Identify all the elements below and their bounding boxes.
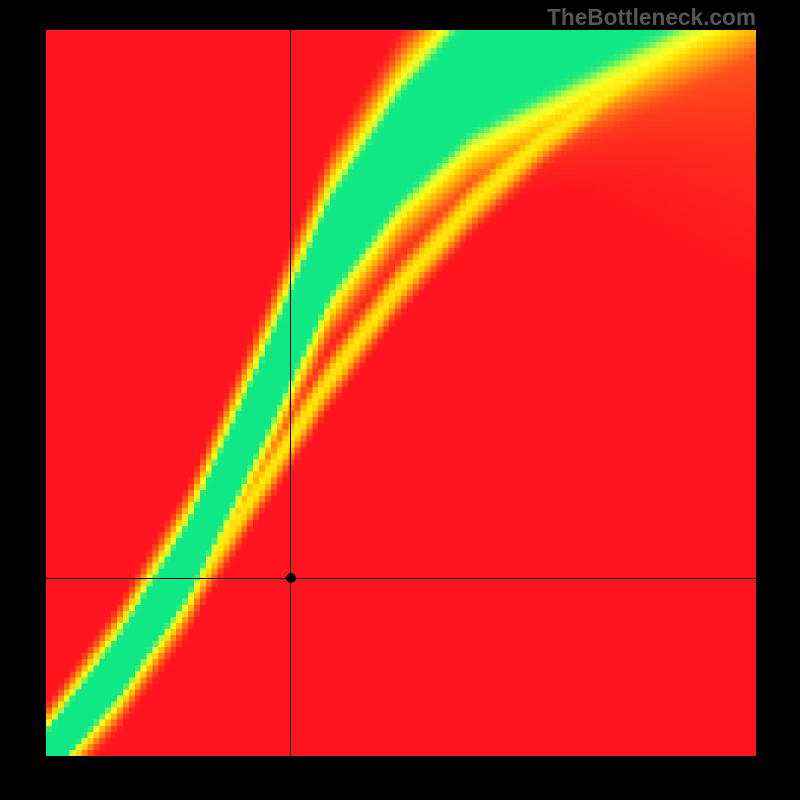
- plot-area: [46, 30, 756, 756]
- heatmap-canvas: [46, 30, 756, 756]
- chart-frame: TheBottleneck.com: [0, 0, 800, 800]
- crosshair-vertical: [290, 30, 291, 756]
- watermark-text: TheBottleneck.com: [547, 4, 756, 31]
- crosshair-horizontal: [46, 578, 756, 579]
- crosshair-marker: [286, 573, 296, 583]
